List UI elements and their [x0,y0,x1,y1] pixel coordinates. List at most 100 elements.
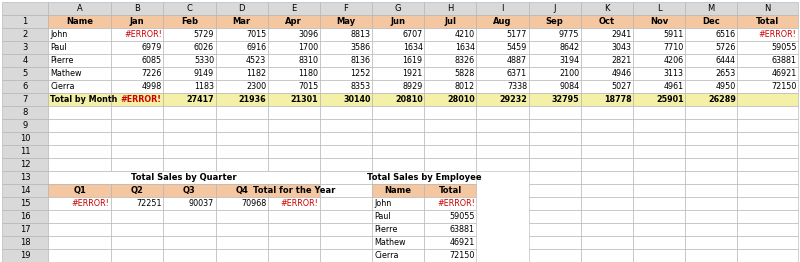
Bar [48,54,111,67]
Bar [372,41,424,54]
Text: 3043: 3043 [611,43,631,52]
Bar [268,158,320,171]
Text: 21301: 21301 [290,95,318,104]
Text: Feb: Feb [181,17,198,26]
Bar [424,80,477,93]
Bar [372,80,424,93]
Bar [48,249,111,262]
Text: 6371: 6371 [507,69,527,78]
Bar [268,2,320,15]
Bar [581,93,633,106]
Bar [372,158,424,171]
Text: K: K [604,4,610,13]
Bar [2,41,48,54]
Text: 5027: 5027 [611,82,631,91]
Bar [738,93,798,106]
Bar [477,28,529,41]
Bar [215,15,268,28]
Bar [372,197,424,210]
Bar [738,223,798,236]
Bar [529,184,581,197]
Bar [48,158,111,171]
Bar [320,106,372,119]
Bar [633,80,685,93]
Text: J: J [554,4,556,13]
Bar [111,41,163,54]
Bar [738,249,798,262]
Text: 5729: 5729 [194,30,214,39]
Bar [424,15,477,28]
Text: 5459: 5459 [506,43,527,52]
Bar [215,236,268,249]
Bar [48,80,111,93]
Text: Name: Name [385,186,412,195]
Bar [372,132,424,145]
Bar [163,93,215,106]
Bar [268,184,320,197]
Text: 1: 1 [22,17,28,26]
Bar [320,93,372,106]
Bar [685,119,738,132]
Text: 5177: 5177 [506,30,527,39]
Bar [215,210,268,223]
Text: #ERROR!: #ERROR! [72,199,110,208]
Text: D: D [238,4,245,13]
Bar [633,184,685,197]
Bar [581,145,633,158]
Text: 3113: 3113 [664,69,684,78]
Bar [372,145,424,158]
Text: 6444: 6444 [716,56,736,65]
Bar [111,15,163,28]
Text: 8136: 8136 [350,56,370,65]
Bar [48,171,320,184]
Text: 20810: 20810 [395,95,422,104]
Bar [215,28,268,41]
Bar [477,158,529,171]
Bar [633,197,685,210]
Text: Mar: Mar [233,17,250,26]
Text: 17: 17 [20,225,30,234]
Bar [685,15,738,28]
Bar [633,93,685,106]
Bar [48,236,111,249]
Bar [320,197,372,210]
Bar [215,106,268,119]
Bar [111,106,163,119]
Bar [633,158,685,171]
Bar [320,158,372,171]
Text: Sep: Sep [546,17,563,26]
Text: 15: 15 [20,199,30,208]
Bar [685,54,738,67]
Bar [268,236,320,249]
Bar [581,54,633,67]
Bar [529,80,581,93]
Bar [48,223,111,236]
Bar [581,210,633,223]
Bar [738,210,798,223]
Bar [163,106,215,119]
Bar [163,158,215,171]
Bar [529,158,581,171]
Text: 6026: 6026 [194,43,214,52]
Bar [529,119,581,132]
Bar [48,145,111,158]
Bar [581,223,633,236]
Bar [2,28,48,41]
Text: 14: 14 [20,186,30,195]
Bar [215,93,268,106]
Text: Mathew: Mathew [50,69,82,78]
Bar [738,171,798,184]
Bar [424,2,477,15]
Text: 9775: 9775 [558,30,579,39]
Bar [111,249,163,262]
Bar [163,236,215,249]
Bar [581,132,633,145]
Text: Total Sales by Employee: Total Sales by Employee [367,173,482,182]
Bar [111,184,163,197]
Bar [581,197,633,210]
Bar [111,119,163,132]
Text: 1634: 1634 [455,43,475,52]
Text: 13: 13 [20,173,30,182]
Text: M: M [708,4,715,13]
Bar [2,223,48,236]
